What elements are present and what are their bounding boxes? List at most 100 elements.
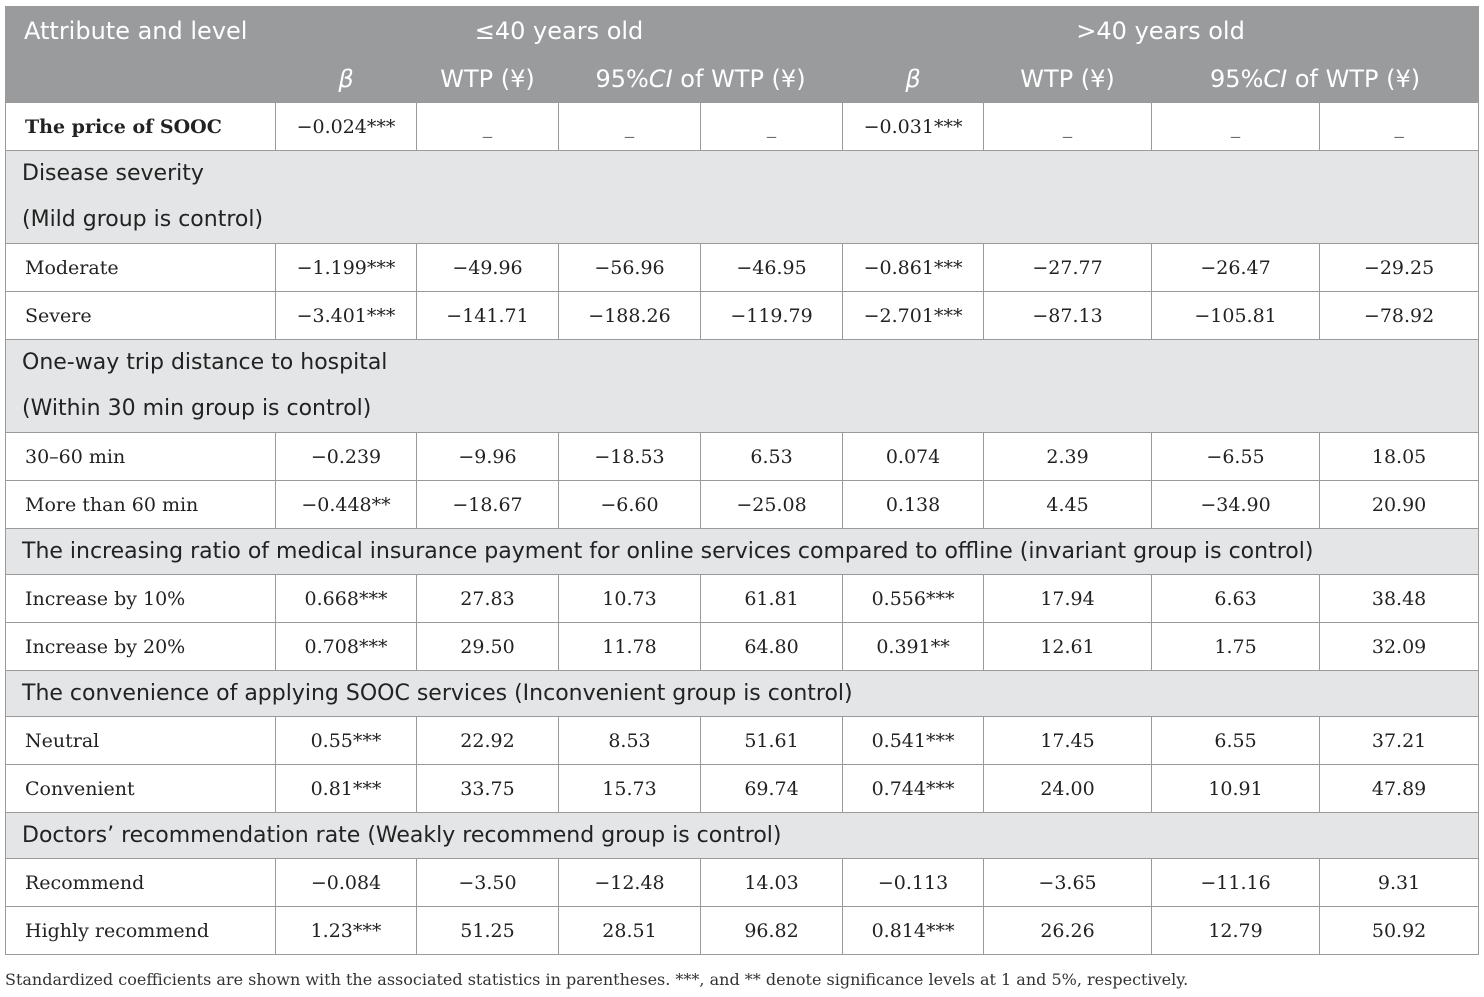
- header-group-under-40: ≤40 years old: [274, 6, 844, 55]
- table-cell: −3.65: [983, 858, 1153, 907]
- row-label: The price of SOOC: [5, 102, 276, 151]
- table-cell: 1.23***: [275, 906, 417, 955]
- table-cell: −49.96: [416, 243, 559, 292]
- table-row: Moderate −1.199*** −49.96 −56.96 −46.95 …: [5, 243, 1480, 292]
- table-row: Neutral 0.55*** 22.92 8.53 51.61 0.541**…: [5, 716, 1480, 765]
- header-beta: β: [842, 54, 985, 103]
- section-row: The increasing ratio of medical insuranc…: [4, 528, 1480, 575]
- section-row: Doctors’ recommendation rate (Weakly rec…: [4, 812, 1480, 859]
- table-cell: −18.67: [416, 480, 559, 529]
- row-label: 30–60 min: [5, 432, 276, 481]
- table-cell: 11.78: [558, 622, 701, 671]
- table-cell: −119.79: [699, 291, 844, 340]
- table-cell: 47.89: [1319, 764, 1480, 813]
- table-cell: _: [1151, 102, 1321, 151]
- table-cell: 12.61: [983, 622, 1153, 671]
- table-cell: −3.401***: [275, 291, 417, 340]
- table-cell: −0.024***: [275, 102, 417, 151]
- table-cell: 0.556***: [842, 574, 985, 623]
- table-cell: 24.00: [983, 764, 1153, 813]
- table-cell: −18.53: [558, 432, 701, 481]
- table-cell: −0.861***: [842, 243, 985, 292]
- section-heading: The increasing ratio of medical insuranc…: [4, 528, 1480, 575]
- table-cell: 1.75: [1151, 622, 1321, 671]
- row-label: Neutral: [5, 716, 276, 765]
- table-cell: 64.80: [699, 622, 844, 671]
- header-wtp: WTP (¥): [983, 54, 1153, 103]
- table-row: Increase by 20% 0.708*** 29.50 11.78 64.…: [5, 622, 1480, 671]
- header-attribute-level: Attribute and level: [5, 6, 276, 103]
- header-ci: 95%CI of WTP (¥): [1151, 54, 1480, 103]
- table-cell: −12.48: [558, 858, 701, 907]
- table-cell: −46.95: [699, 243, 844, 292]
- table-row: 30–60 min −0.239 −9.96 −18.53 6.53 0.074…: [5, 432, 1480, 481]
- table-cell: −6.60: [558, 480, 701, 529]
- row-label: Increase by 20%: [5, 622, 276, 671]
- table-cell: 0.81***: [275, 764, 417, 813]
- table-cell: −29.25: [1319, 243, 1480, 292]
- table-cell: 51.61: [699, 716, 844, 765]
- table-cell: _: [558, 102, 701, 151]
- header-row-columns: β WTP (¥) 95%CI of WTP (¥) β WTP (¥) 95%…: [6, 54, 1480, 103]
- table-cell: 2.39: [983, 432, 1153, 481]
- table-cell: 17.94: [983, 574, 1153, 623]
- table-cell: 15.73: [558, 764, 701, 813]
- row-label: Increase by 10%: [5, 574, 276, 623]
- table-cell: 6.63: [1151, 574, 1321, 623]
- table-row: The price of SOOC −0.024*** _ _ _ −0.031…: [5, 102, 1480, 151]
- row-label: Recommend: [5, 858, 276, 907]
- table-cell: 14.03: [699, 858, 844, 907]
- table-cell: 12.79: [1151, 906, 1321, 955]
- table-cell: −141.71: [416, 291, 559, 340]
- table-cell: 32.09: [1319, 622, 1480, 671]
- wtp-results-table: Attribute and level ≤40 years old >40 ye…: [4, 6, 1480, 955]
- table-cell: −26.47: [1151, 243, 1321, 292]
- header-row-groups: Attribute and level ≤40 years old >40 ye…: [5, 6, 1480, 103]
- table-cell: 28.51: [558, 906, 701, 955]
- table-cell: 0.541***: [842, 716, 985, 765]
- section-row: Disease severity (Mild group is control): [4, 150, 1480, 244]
- section-subtitle: (Within 30 min group is control): [22, 396, 372, 421]
- row-label: Severe: [5, 291, 276, 340]
- table-cell: −0.084: [275, 858, 417, 907]
- header-ci: 95%CI of WTP (¥): [557, 54, 844, 103]
- table-cell: 0.708***: [275, 622, 417, 671]
- row-label: Highly recommend: [5, 906, 276, 955]
- table-cell: 17.45: [983, 716, 1153, 765]
- table-cell: 4.45: [983, 480, 1153, 529]
- table-cell: 10.91: [1151, 764, 1321, 813]
- section-row: One-way trip distance to hospital (Withi…: [4, 339, 1480, 433]
- table-cell: 26.26: [983, 906, 1153, 955]
- table-cell: −2.701***: [842, 291, 985, 340]
- table-cell: −11.16: [1151, 858, 1321, 907]
- row-label: Moderate: [5, 243, 276, 292]
- table-cell: −0.239: [275, 432, 417, 481]
- table-cell: _: [983, 102, 1153, 151]
- table-cell: −56.96: [558, 243, 701, 292]
- section-title: One-way trip distance to hospital: [22, 350, 388, 375]
- table-cell: 29.50: [416, 622, 559, 671]
- table-row: Increase by 10% 0.668*** 27.83 10.73 61.…: [5, 574, 1480, 623]
- table-row: Highly recommend 1.23*** 51.25 28.51 96.…: [5, 906, 1480, 955]
- section-heading: One-way trip distance to hospital (Withi…: [4, 339, 1480, 433]
- table-cell: 0.074: [842, 432, 985, 481]
- table-cell: −9.96: [416, 432, 559, 481]
- table-cell: 0.814***: [842, 906, 985, 955]
- table-cell: 22.92: [416, 716, 559, 765]
- header-beta: β: [275, 54, 417, 103]
- table-cell: 51.25: [416, 906, 559, 955]
- table-cell: 10.73: [558, 574, 701, 623]
- table-cell: −105.81: [1151, 291, 1321, 340]
- table-cell: _: [1319, 102, 1480, 151]
- table-footnote: Standardized coefficients are shown with…: [5, 970, 1189, 989]
- table-cell: −1.199***: [275, 243, 417, 292]
- table-cell: 0.138: [842, 480, 985, 529]
- table-cell: 20.90: [1319, 480, 1480, 529]
- table-cell: 0.55***: [275, 716, 417, 765]
- table-cell: −0.113: [842, 858, 985, 907]
- table-cell: 50.92: [1319, 906, 1480, 955]
- table-cell: −3.50: [416, 858, 559, 907]
- table-cell: −87.13: [983, 291, 1153, 340]
- row-label: More than 60 min: [5, 480, 276, 529]
- table-row: Severe −3.401*** −141.71 −188.26 −119.79…: [5, 291, 1480, 340]
